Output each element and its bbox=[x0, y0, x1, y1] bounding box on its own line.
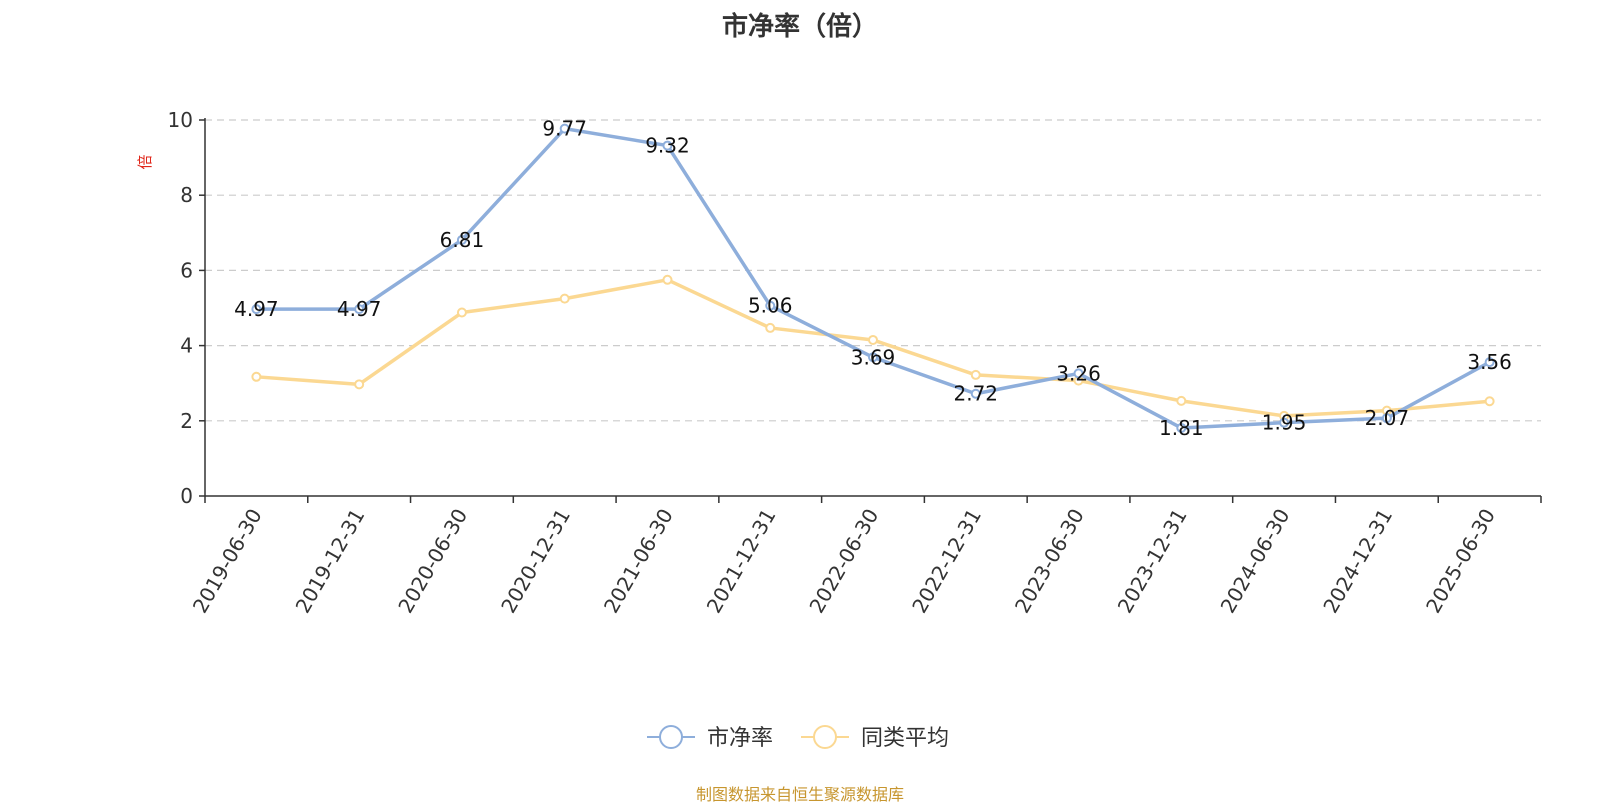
chart-title: 市净率（倍） bbox=[721, 12, 878, 42]
y-tick-label: 0 bbox=[180, 484, 193, 508]
x-tick-label: 2022-12-31 bbox=[907, 505, 986, 618]
data-point bbox=[1176, 422, 1187, 433]
gridlines bbox=[205, 119, 1541, 422]
data-point bbox=[456, 307, 467, 318]
x-tick-label: 2024-06-30 bbox=[1216, 505, 1295, 618]
data-label: 6.81 bbox=[440, 228, 485, 252]
legend-marker-icon bbox=[659, 725, 683, 749]
data-point bbox=[662, 274, 673, 285]
legend-label: 同类平均 bbox=[861, 726, 949, 751]
data-point bbox=[1381, 413, 1392, 424]
x-tick-label: 2021-06-30 bbox=[599, 505, 678, 618]
legend: 市净率 同类平均 bbox=[647, 725, 949, 751]
x-tick-label: 2019-12-31 bbox=[291, 505, 370, 618]
y-axis-unit: 倍 bbox=[136, 154, 154, 169]
y-tick-label: 2 bbox=[180, 409, 193, 433]
x-tick-label: 2024-12-31 bbox=[1318, 505, 1397, 618]
x-tick-label: 2023-06-30 bbox=[1010, 505, 1089, 618]
data-point bbox=[868, 352, 878, 363]
data-label: 9.77 bbox=[542, 117, 587, 141]
data-label: 4.97 bbox=[234, 297, 279, 321]
axes: 0 2 4 6 8 10 倍 2019-06-30 2019-12-31 2020-06-30 20… bbox=[136, 108, 1542, 618]
y-tick-label: 4 bbox=[180, 334, 193, 358]
data-source-note: 制图数据来自恒生聚源数据库 bbox=[695, 785, 904, 804]
data-label: 2.07 bbox=[1365, 406, 1410, 430]
data-point bbox=[765, 300, 776, 311]
x-tick-label: 2020-06-30 bbox=[393, 505, 472, 618]
data-point bbox=[970, 369, 981, 380]
data-point bbox=[1484, 357, 1495, 368]
data-point bbox=[970, 388, 981, 399]
legend-label: 市净率 bbox=[707, 726, 773, 751]
data-label: 4.97 bbox=[337, 297, 382, 321]
data-point bbox=[1484, 396, 1495, 407]
x-tick-label: 2023-12-31 bbox=[1113, 505, 1192, 618]
data-point bbox=[1279, 417, 1290, 428]
x-tick-label: 2021-12-31 bbox=[702, 505, 781, 618]
data-point bbox=[1073, 368, 1084, 379]
x-tick-label: 2019-06-30 bbox=[188, 505, 267, 618]
data-label: 3.56 bbox=[1467, 350, 1512, 374]
data-point bbox=[354, 379, 365, 390]
data-labels: 4.97 4.97 6.81 9.77 9.32 5.06 3.69 2.72 3.26 1.81… bbox=[234, 117, 1512, 440]
data-label: 3.69 bbox=[851, 345, 896, 369]
data-label: 1.81 bbox=[1159, 416, 1204, 440]
y-tick-label: 8 bbox=[180, 183, 193, 207]
y-tick-label: 6 bbox=[180, 258, 193, 282]
y-tick-label: 10 bbox=[168, 108, 193, 132]
data-point bbox=[662, 140, 673, 151]
data-label: 1.95 bbox=[1262, 411, 1307, 435]
data-point bbox=[765, 322, 776, 333]
x-tick-label: 2020-12-31 bbox=[496, 505, 575, 618]
x-tick-label: 2025-06-30 bbox=[1421, 505, 1500, 618]
series-line-0 bbox=[256, 126, 1491, 430]
data-point bbox=[251, 304, 262, 315]
data-point bbox=[559, 293, 570, 304]
data-label: 2.72 bbox=[954, 382, 999, 406]
data-label: 5.06 bbox=[748, 294, 793, 318]
x-tick-label: 2022-06-30 bbox=[804, 505, 883, 618]
data-point bbox=[354, 304, 365, 315]
data-label: 9.32 bbox=[645, 134, 690, 158]
data-label: 3.26 bbox=[1056, 361, 1101, 385]
data-point bbox=[251, 371, 262, 382]
series bbox=[251, 123, 1495, 433]
data-point bbox=[559, 123, 570, 134]
data-point bbox=[456, 234, 467, 245]
data-point bbox=[868, 334, 878, 345]
legend-marker-icon bbox=[813, 725, 837, 749]
data-point bbox=[1176, 395, 1187, 406]
